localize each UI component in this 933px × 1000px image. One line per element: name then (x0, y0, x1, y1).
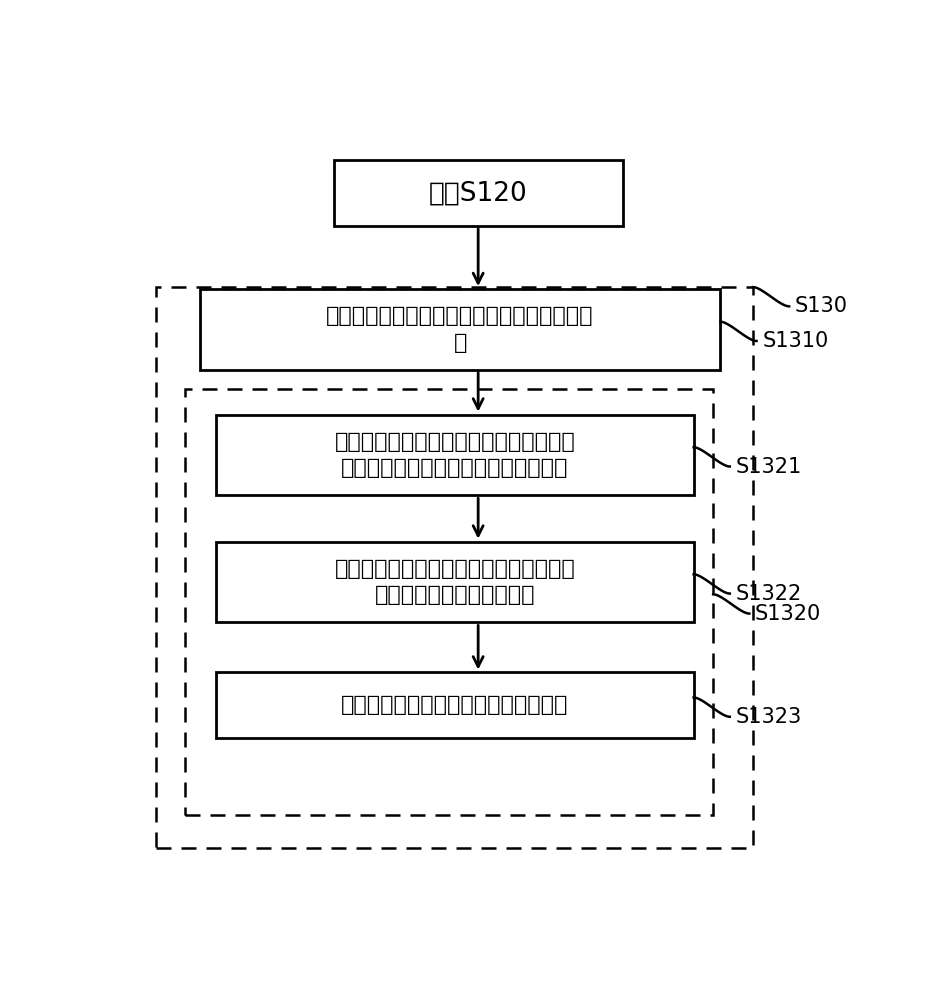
Bar (216, 415, 693, 495)
Text: S1310: S1310 (762, 331, 829, 351)
Bar (216, 542, 693, 622)
Bar (334, 160, 623, 226)
Text: 通过计算总时长与每个词对应权重的乘积
值确定嘴部每次张合的时长: 通过计算总时长与每个词对应权重的乘积 值确定嘴部每次张合的时长 (335, 559, 576, 605)
Text: S1322: S1322 (735, 584, 801, 604)
Text: S1320: S1320 (755, 604, 821, 624)
Text: 根据分词结果中的词的数量确定嘴部的张合次
数: 根据分词结果中的词的数量确定嘴部的张合次 数 (327, 306, 593, 353)
Text: S1323: S1323 (735, 707, 801, 727)
Bar (216, 672, 693, 738)
Bar (200, 289, 720, 370)
Bar (157, 287, 753, 848)
Text: 步骤S120: 步骤S120 (429, 180, 527, 206)
Text: 根据分词结果中不同词在文本信息中所代
表的成分结构，赋予各个词对应的权重: 根据分词结果中不同词在文本信息中所代 表的成分结构，赋予各个词对应的权重 (335, 432, 576, 478)
Text: 结合张合次数和时长控制执行语音输出: 结合张合次数和时长控制执行语音输出 (341, 695, 569, 715)
Text: S130: S130 (795, 296, 848, 316)
Bar (186, 389, 713, 815)
Text: S1321: S1321 (735, 457, 801, 477)
